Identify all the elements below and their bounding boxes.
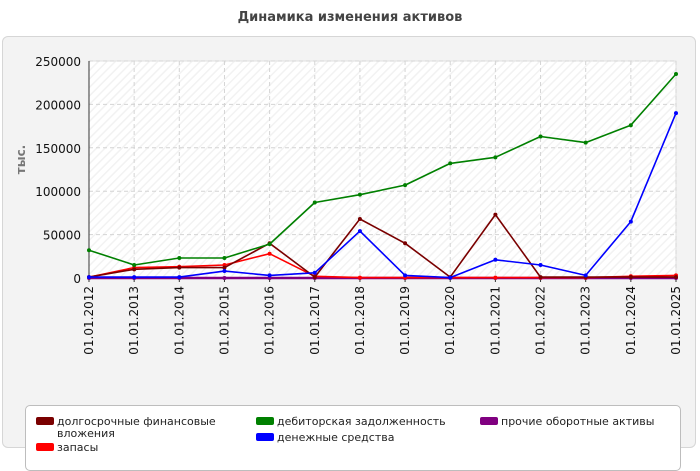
data-point (448, 275, 453, 280)
data-point (267, 251, 272, 256)
data-point (403, 273, 408, 278)
legend-label: долгосрочные финансовые вложения (57, 415, 216, 440)
data-point (222, 269, 227, 274)
legend: долгосрочные финансовые вложения дебитор… (25, 405, 681, 471)
x-tick-label: 01.01.2014 (172, 286, 186, 355)
data-point (674, 111, 678, 116)
data-point (87, 248, 91, 253)
y-tick-label: 0 (73, 272, 81, 286)
y-tick-label: 50000 (43, 229, 81, 243)
x-tick-label: 01.01.2022 (534, 286, 548, 355)
legend-label: денежные средства (277, 431, 395, 444)
x-tick-label: 01.01.2013 (127, 286, 141, 355)
data-point (403, 183, 408, 188)
legend-swatch (480, 417, 498, 425)
series (87, 72, 678, 280)
line-chart: 0 50000 100000 150000 200000 250000 01.01.2012… (14, 55, 683, 355)
x-tick-label: 01.01.2015 (217, 286, 231, 355)
data-point (87, 275, 91, 280)
x-tick-label: 01.01.2018 (353, 286, 367, 355)
data-point (538, 275, 543, 280)
data-point (674, 275, 678, 280)
legend-swatch (36, 443, 54, 451)
x-tick-label: 01.01.2019 (398, 286, 412, 355)
data-point (538, 134, 543, 139)
x-tick-label: 01.01.2025 (669, 286, 683, 355)
y-tick-label: 100000 (35, 185, 81, 199)
data-point (538, 262, 543, 267)
data-point (177, 256, 182, 261)
series-1 (87, 72, 678, 267)
y-tick-label: 250000 (35, 55, 81, 69)
data-point (177, 265, 182, 270)
chart-title: Динамика изменения активов (237, 10, 463, 25)
grid (88, 60, 677, 278)
legend-label: запасы (57, 441, 99, 454)
plot-area (88, 60, 677, 279)
data-point (448, 161, 453, 166)
data-point (583, 140, 588, 145)
data-point (583, 273, 588, 278)
y-tick-label: 150000 (35, 142, 81, 156)
series-line (88, 213, 676, 278)
data-point (267, 242, 272, 247)
x-tick-label: 01.01.2017 (308, 286, 322, 355)
x-tick-label: 01.01.2023 (579, 286, 593, 355)
series-line (88, 73, 677, 266)
y-axis-label: тыс. (14, 145, 28, 174)
data-point (132, 267, 137, 272)
x-tick-label: 01.01.2020 (443, 286, 457, 355)
legend-label: дебиторская задолженность (277, 415, 446, 428)
data-point (674, 72, 678, 77)
series-0 (87, 212, 678, 280)
data-point (493, 155, 498, 160)
data-point (312, 200, 317, 205)
data-point (222, 256, 227, 261)
data-point (628, 275, 633, 280)
data-point (222, 265, 227, 270)
legend-label: прочие оборотные активы (501, 415, 655, 428)
x-tick-label: 01.01.2021 (488, 286, 502, 355)
data-point (312, 270, 317, 275)
x-tick-label: 01.01.2016 (263, 286, 277, 355)
x-tick-label: 01.01.2012 (82, 286, 96, 355)
data-point (493, 257, 498, 262)
data-point (132, 275, 137, 280)
y-tick-label: 200000 (35, 98, 81, 112)
legend-swatch (256, 417, 274, 425)
data-point (493, 275, 498, 280)
legend-swatch (36, 417, 54, 425)
data-point (177, 275, 182, 280)
data-point (357, 275, 362, 280)
data-point (403, 241, 408, 246)
data-point (267, 273, 272, 278)
x-tick-label: 01.01.2024 (624, 286, 638, 355)
data-point (357, 216, 362, 221)
data-point (357, 229, 362, 234)
data-point (628, 219, 633, 224)
chart-panel: 0 50000 100000 150000 200000 250000 01.01.2012… (2, 36, 696, 471)
series-4 (87, 111, 678, 280)
data-point (312, 275, 317, 280)
legend-swatch (256, 433, 274, 441)
series-line (89, 112, 677, 279)
data-point (357, 192, 362, 197)
data-point (493, 212, 498, 217)
data-point (222, 276, 227, 280)
data-point (132, 262, 137, 267)
data-point (628, 123, 633, 128)
axes: 0 50000 100000 150000 200000 250000 01.01.2012… (35, 55, 683, 355)
